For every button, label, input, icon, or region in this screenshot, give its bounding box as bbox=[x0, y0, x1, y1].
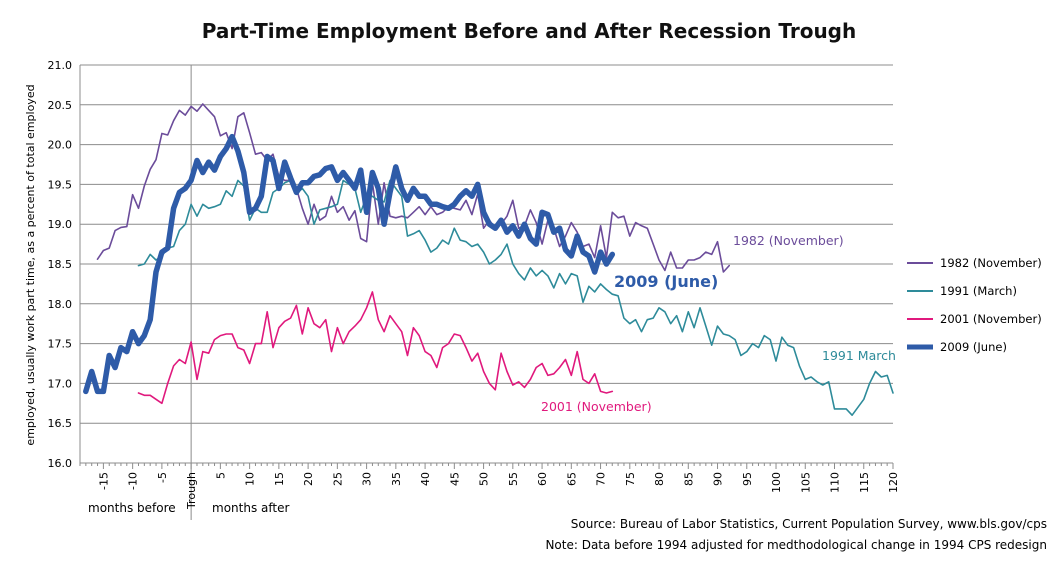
x-tick-10: 35 bbox=[390, 472, 403, 486]
x-tick-1: -10 bbox=[127, 472, 140, 490]
y-tick-labels: 16.0 16.5 17.0 17.5 18.0 18.5 19.0 19.5 20.0 20.5… bbox=[48, 59, 73, 470]
y-axis-label: employed, usually work part time, as a p… bbox=[24, 84, 37, 445]
x-label-after: months after bbox=[212, 501, 289, 515]
x-tick-9: 30 bbox=[361, 472, 374, 486]
x-tick-12: 45 bbox=[448, 472, 461, 486]
series-lines bbox=[83, 103, 894, 416]
y-tick-2: 17.0 bbox=[48, 377, 73, 390]
x-tick-26: 115 bbox=[858, 472, 871, 493]
x-tick-4: 5 bbox=[214, 472, 227, 479]
x-tick-23: 100 bbox=[770, 472, 783, 493]
y-tick-0: 16.0 bbox=[48, 457, 73, 470]
x-tick-7: 20 bbox=[302, 472, 315, 486]
series-line-2 bbox=[137, 291, 614, 405]
x-tick-0: -15 bbox=[97, 472, 110, 490]
x-tick-labels: -15 -10 -5 Trough 5 10 15 20 25 30 35 40 45 50 55 60 65 7… bbox=[97, 472, 900, 510]
x-tick-24: 105 bbox=[799, 472, 812, 493]
x-tick-15: 60 bbox=[536, 472, 549, 486]
series-line-0 bbox=[96, 103, 730, 273]
x-tick-25: 110 bbox=[829, 472, 842, 493]
legend-label-1: 1991 (March) bbox=[940, 284, 1017, 298]
annotation-1982: 1982 (November) bbox=[733, 233, 844, 248]
y-tick-4: 18.0 bbox=[48, 298, 73, 311]
legend-label-0: 1982 (November) bbox=[940, 256, 1042, 270]
x-tick-5: 10 bbox=[244, 472, 257, 486]
annotation-1991: 1991 March bbox=[822, 348, 896, 363]
legend-label-3: 2009 (June) bbox=[940, 340, 1007, 354]
x-tick-19: 80 bbox=[653, 472, 666, 486]
x-tick-20: 85 bbox=[682, 472, 695, 486]
y-tick-9: 20.5 bbox=[48, 99, 73, 112]
x-tick-16: 65 bbox=[565, 472, 578, 486]
y-tick-3: 17.5 bbox=[48, 338, 73, 351]
x-tick-11: 40 bbox=[419, 472, 432, 486]
x-label-before: months before bbox=[88, 501, 176, 515]
x-tick-17: 70 bbox=[595, 472, 608, 486]
y-tick-7: 19.5 bbox=[48, 178, 73, 191]
gridlines bbox=[80, 64, 893, 464]
annotation-2001: 2001 (November) bbox=[541, 399, 652, 414]
x-tick-14: 55 bbox=[507, 472, 520, 486]
x-tick-8: 25 bbox=[331, 472, 344, 486]
x-tick-13: 50 bbox=[478, 472, 491, 486]
source-note: Source: Bureau of Labor Statistics, Curr… bbox=[571, 517, 1047, 531]
y-tick-10: 21.0 bbox=[48, 59, 73, 72]
axes bbox=[79, 65, 894, 520]
x-tick-22: 95 bbox=[741, 472, 754, 486]
legend: 1982 (November) 1991 (March) 2001 (Novembe… bbox=[907, 256, 1042, 354]
y-tick-6: 19.0 bbox=[48, 218, 73, 231]
y-tick-5: 18.5 bbox=[48, 258, 73, 271]
x-tick-2: -5 bbox=[156, 472, 169, 483]
x-tick-6: 15 bbox=[273, 472, 286, 486]
x-tick-21: 90 bbox=[712, 472, 725, 486]
y-tick-1: 16.5 bbox=[48, 417, 73, 430]
series-line-1 bbox=[137, 179, 894, 416]
legend-label-2: 2001 (November) bbox=[940, 312, 1042, 326]
x-tick-3: Trough bbox=[185, 472, 198, 510]
chart-title: Part-Time Employment Before and After Re… bbox=[202, 19, 857, 43]
x-tick-27: 120 bbox=[887, 472, 900, 493]
y-tick-8: 20.0 bbox=[48, 139, 73, 152]
annotation-2009: 2009 (June) bbox=[614, 272, 718, 291]
method-note: Note: Data before 1994 adjusted for medt… bbox=[545, 538, 1047, 552]
series-line-3 bbox=[83, 133, 616, 395]
x-tick-18: 75 bbox=[624, 472, 637, 486]
